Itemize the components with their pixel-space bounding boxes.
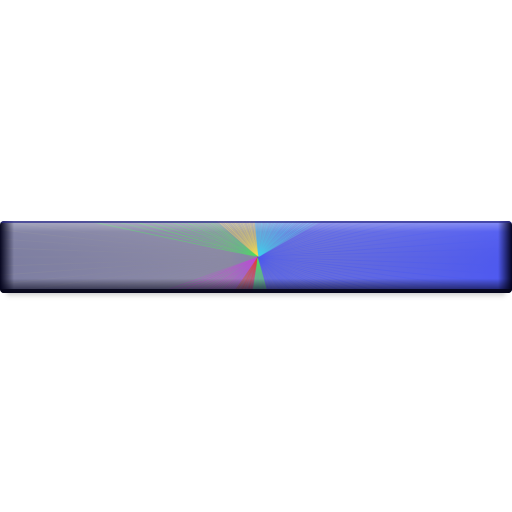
bar-gloss	[0, 221, 512, 293]
bar-top-edge	[0, 221, 512, 223]
bar-right-bevel	[498, 221, 512, 293]
bar-drop-shadow	[6, 288, 506, 298]
rainbow-burst-bar	[0, 221, 512, 293]
bar-bottom-edge	[0, 289, 512, 293]
bar-left-bevel	[0, 221, 14, 293]
rainbow-burst-graphic	[0, 221, 512, 293]
